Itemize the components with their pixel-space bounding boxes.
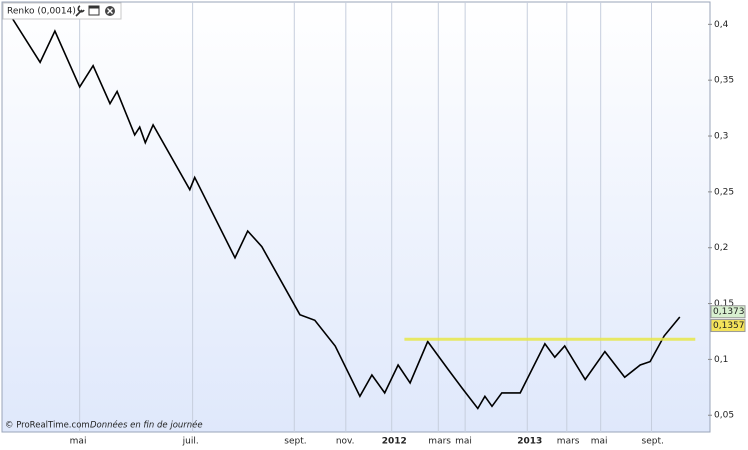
window-icon[interactable]: [88, 5, 100, 16]
y-tick-label: 0,15: [714, 299, 734, 309]
price-tag-label: 0,1373: [713, 307, 745, 317]
x-tick-label: 2013: [517, 437, 542, 447]
price-tag: [710, 319, 746, 333]
x-tick-label: nov.: [336, 437, 355, 447]
x-tick-label: mai: [591, 437, 608, 447]
x-tick-label: mai: [70, 437, 87, 447]
source: © ProRealTime.com: [5, 421, 90, 431]
y-tick-label: 0,35: [714, 76, 734, 86]
y-tick-label: 0,1: [714, 355, 728, 365]
y-tick-label: 0,05: [714, 411, 734, 421]
price-tag: [710, 305, 746, 319]
y-tick-label: 0,25: [714, 187, 734, 197]
x-tick-label: mars: [557, 437, 580, 447]
price-tag-label: 0,1357: [713, 321, 745, 331]
wrench-icon[interactable]: [75, 5, 85, 17]
x-tick-label: sept.: [642, 437, 664, 447]
close-icon[interactable]: [105, 6, 115, 16]
x-tick-label: sept.: [284, 437, 306, 447]
y-tick-label: 0,4: [714, 20, 729, 30]
y-tick-label: 0,2: [714, 243, 728, 253]
y-tick-label: 0,3: [714, 132, 728, 142]
plot-area: [1, 1, 711, 433]
x-tick-label: 2012: [382, 437, 407, 447]
price-line: [4, 6, 681, 410]
x-tick-label: juil.: [182, 437, 199, 447]
x-tick-label: mai: [455, 437, 472, 447]
x-tick-label: mars: [428, 437, 451, 447]
chart-title: Renko (0,0014): [7, 7, 76, 17]
note: Données en fin de journée: [90, 420, 203, 431]
